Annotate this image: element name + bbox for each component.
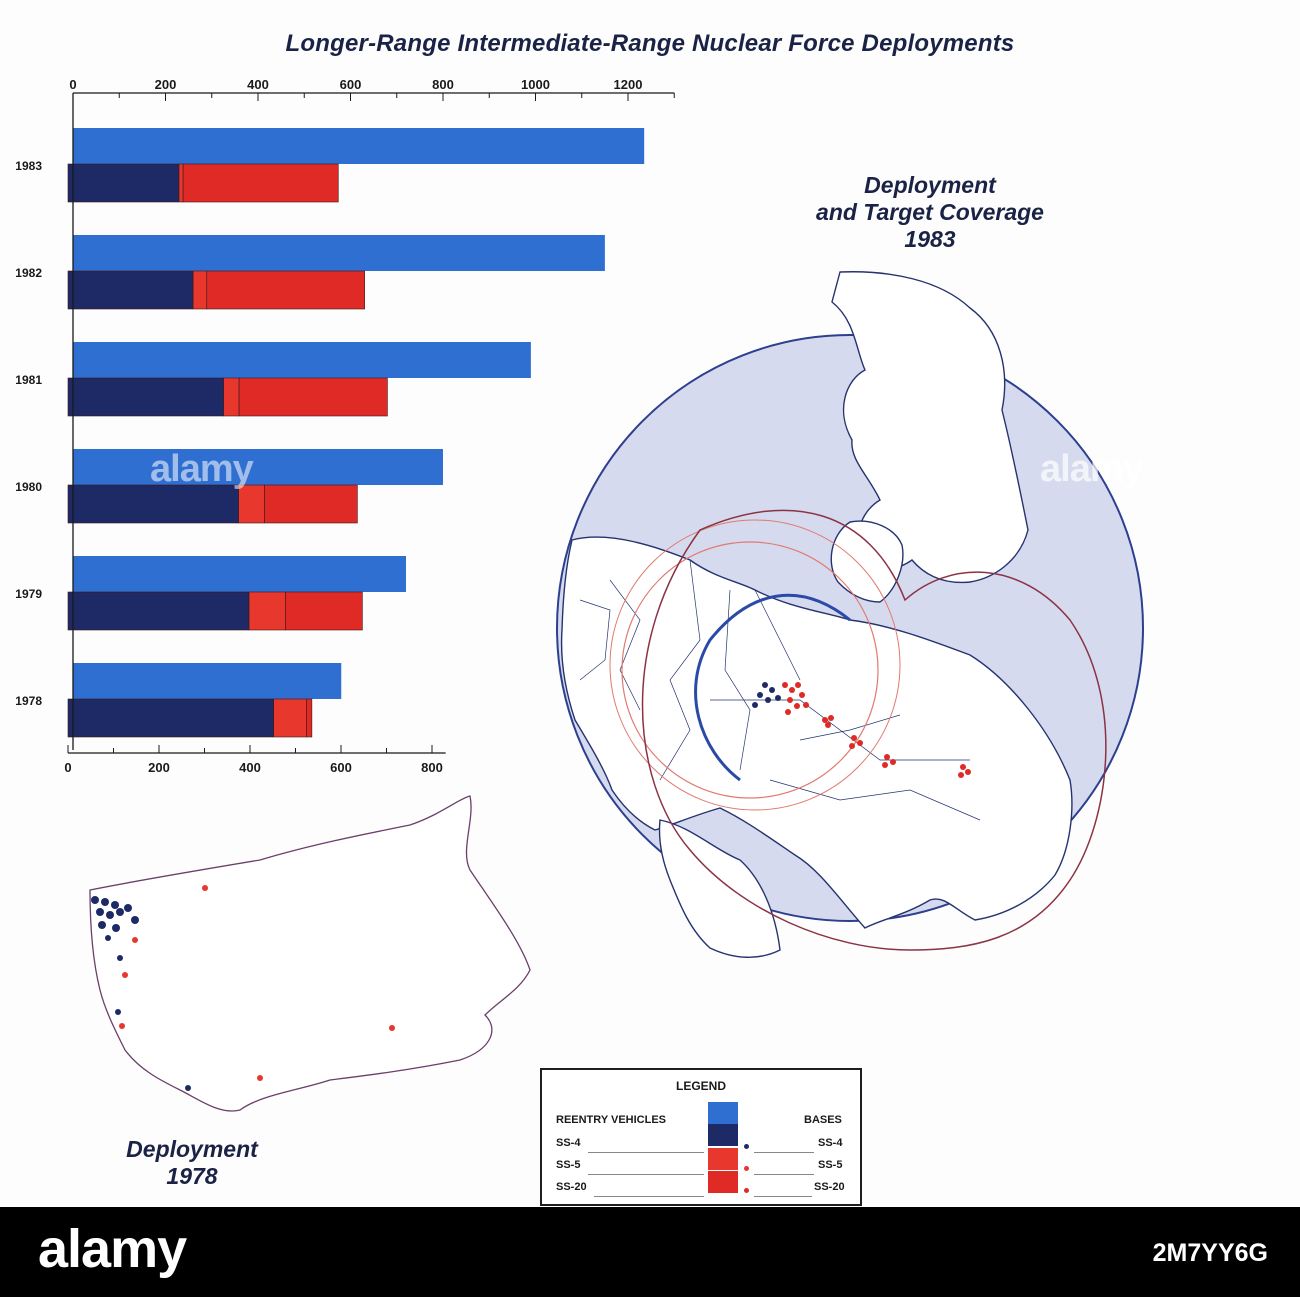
legend-dot-ss4 bbox=[744, 1144, 749, 1149]
bases-1983 bbox=[752, 682, 971, 778]
top-tick-label-1000: 1000 bbox=[521, 77, 550, 92]
bar-chart: 1983 1982 1981 1980 1979 1978 0 200 400 600 800 100… bbox=[15, 77, 675, 775]
top-tick-label-1200: 1200 bbox=[614, 77, 643, 92]
legend-ss4-left: SS-4 bbox=[556, 1137, 581, 1149]
legend-swatch-ss5 bbox=[708, 1148, 738, 1170]
category-label-1979: 1979 bbox=[15, 587, 42, 601]
bar-ss-20-1978 bbox=[306, 698, 313, 738]
bar-ss-4-1979 bbox=[67, 591, 250, 631]
legend: LEGEND REENTRY VEHICLES BASES SS-4 SS-5 … bbox=[540, 1068, 862, 1206]
coverage-boundary bbox=[641, 509, 1107, 951]
coverage-ring-inner bbox=[621, 541, 879, 799]
landmass-greenland bbox=[830, 520, 904, 603]
bar-ss-20-1981 bbox=[238, 377, 388, 417]
bases-1978 bbox=[91, 885, 395, 1091]
bottom-tick-label-0: 0 bbox=[64, 760, 71, 775]
bar-ss-4-1983 bbox=[67, 163, 180, 203]
legend-ss20-right: SS-20 bbox=[814, 1181, 845, 1193]
brand-logo: alamy bbox=[38, 1219, 187, 1279]
map-1978-title-line2: 1978 bbox=[166, 1163, 218, 1189]
bar-reentry-1980 bbox=[73, 449, 443, 485]
bar-reentry-1981 bbox=[73, 342, 531, 378]
bar-ss-4-1982 bbox=[67, 270, 194, 310]
top-tick-label-0: 0 bbox=[69, 77, 76, 92]
legend-swatch-ss20 bbox=[708, 1171, 738, 1193]
legend-dot-ss5 bbox=[744, 1166, 749, 1171]
bar-ss-20-1979 bbox=[285, 591, 363, 631]
bar-ss-5-1983 bbox=[178, 163, 184, 203]
polar-map-1983 bbox=[556, 271, 1144, 958]
bar-reentry-1979 bbox=[73, 556, 406, 592]
map-1983-title-line2: and Target Coverage bbox=[816, 199, 1044, 225]
bar-ss-5-1979 bbox=[248, 591, 286, 631]
bar-ss-4-1981 bbox=[67, 377, 224, 417]
bar-ss-20-1980 bbox=[264, 484, 358, 524]
bottom-tick-label-400: 400 bbox=[239, 760, 261, 775]
legend-reentry-label: REENTRY VEHICLES bbox=[556, 1114, 667, 1126]
category-label-1981: 1981 bbox=[15, 373, 42, 387]
map-1978-title-line1: Deployment bbox=[126, 1136, 258, 1162]
landmass-north-america bbox=[831, 271, 1029, 584]
legend-ss20-left: SS-20 bbox=[556, 1181, 587, 1193]
chart-title: Longer-Range Intermediate-Range Nuclear … bbox=[285, 30, 1015, 57]
legend-dot-ss20 bbox=[744, 1188, 749, 1193]
ss-arc bbox=[694, 593, 851, 782]
bar-ss-4-1980 bbox=[67, 484, 239, 524]
bar-ss-20-1982 bbox=[206, 270, 365, 310]
landmass-eurasia bbox=[560, 536, 1073, 929]
map-1978 bbox=[89, 795, 531, 1112]
top-tick-label-200: 200 bbox=[155, 77, 177, 92]
bar-ss-5-1980 bbox=[238, 484, 265, 524]
legend-title: LEGEND bbox=[675, 1079, 726, 1093]
bar-ss-5-1982 bbox=[192, 270, 208, 310]
landmass-africa bbox=[658, 819, 781, 958]
top-tick-label-400: 400 bbox=[247, 77, 269, 92]
legend-swatch-ss4 bbox=[708, 1124, 738, 1146]
country-borders bbox=[579, 559, 981, 821]
bar-reentry-1983 bbox=[73, 128, 645, 164]
bar-ss-5-1981 bbox=[223, 377, 240, 417]
category-label-1978: 1978 bbox=[15, 694, 42, 708]
category-label-1980: 1980 bbox=[15, 480, 42, 494]
bottom-tick-label-600: 600 bbox=[330, 760, 352, 775]
top-tick-label-800: 800 bbox=[432, 77, 454, 92]
map-1983-title: Deployment and Target Coverage 1983 bbox=[740, 172, 1120, 253]
watermark-left: alamy bbox=[150, 448, 254, 490]
watermark-right: alamy bbox=[1040, 448, 1144, 490]
legend-ss5-left: SS-5 bbox=[556, 1159, 581, 1171]
top-tick-label-600: 600 bbox=[340, 77, 362, 92]
bar-ss-4-1978 bbox=[67, 698, 274, 738]
bar-ss-20-1983 bbox=[182, 163, 339, 203]
map-1983-title-line1: Deployment bbox=[864, 172, 996, 198]
bar-reentry-1982 bbox=[73, 235, 605, 271]
category-label-1982: 1982 bbox=[15, 266, 42, 280]
ussr-outline-1978 bbox=[89, 795, 531, 1112]
legend-swatch-reentry bbox=[708, 1102, 738, 1124]
map-1983-title-line3: 1983 bbox=[904, 226, 956, 252]
map-1978-title: Deployment 1978 bbox=[82, 1136, 302, 1190]
footer-bar bbox=[0, 1207, 1300, 1297]
bar-ss-5-1978 bbox=[273, 698, 307, 738]
bar-reentry-1978 bbox=[73, 663, 342, 699]
coverage-ring-outer bbox=[609, 519, 901, 811]
legend-ss5-right: SS-5 bbox=[818, 1159, 843, 1171]
bottom-tick-label-800: 800 bbox=[421, 760, 443, 775]
bottom-tick-label-200: 200 bbox=[148, 760, 170, 775]
category-label-1983: 1983 bbox=[15, 159, 42, 173]
image-code: 2M7YY6G bbox=[1152, 1239, 1268, 1267]
coverage-rings bbox=[609, 509, 1107, 951]
legend-ss4-right: SS-4 bbox=[818, 1137, 843, 1149]
legend-bases-label: BASES bbox=[804, 1114, 842, 1126]
